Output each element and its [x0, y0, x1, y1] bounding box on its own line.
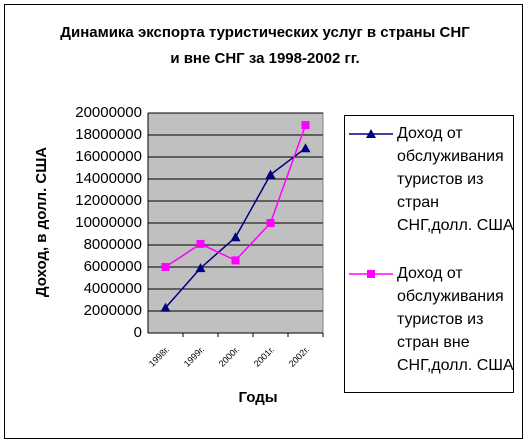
x-tick-label: 2000г.	[217, 344, 242, 369]
y-tick-label: 8000000	[84, 236, 142, 253]
legend-label: Доход от обслуживания туристов из стран …	[397, 265, 514, 374]
y-tick-label: 16000000	[75, 148, 142, 165]
y-tick-label: 4000000	[84, 280, 142, 297]
y-tick-label: 20000000	[75, 104, 142, 121]
point	[160, 302, 171, 312]
point	[230, 232, 241, 242]
x-tick-label: 2002г.	[287, 344, 312, 369]
x-tick-label: 2001г.	[252, 344, 277, 369]
y-tick-label: 18000000	[75, 126, 142, 143]
y-tick-label: 6000000	[84, 258, 142, 275]
x-tick-label: 1999г.	[182, 344, 207, 369]
point	[266, 219, 275, 227]
point	[265, 169, 276, 179]
legend-label: Доход от обслуживания туристов из стран …	[397, 125, 514, 234]
legend-swatch	[349, 129, 393, 138]
legend-swatch	[349, 270, 393, 278]
chart-title: Динамика экспорта туристических услуг в …	[60, 24, 470, 67]
x-axis-label: Годы	[238, 389, 277, 406]
y-tick-label: 10000000	[75, 214, 142, 231]
y-tick-label: 14000000	[75, 170, 142, 187]
y-tick-label: 0	[134, 324, 142, 341]
x-tick-label: 1998г.	[147, 344, 172, 369]
chart-frame	[4, 4, 523, 439]
legend-marker	[367, 270, 375, 278]
y-tick-label: 2000000	[84, 302, 142, 319]
point	[196, 239, 205, 248]
y-tick-label: 12000000	[75, 192, 142, 209]
y-axis-label: Доход, в долл. США	[33, 147, 50, 297]
point	[231, 256, 240, 265]
legend: Доход от обслуживания туристов из стран …	[344, 115, 514, 393]
point	[300, 143, 311, 153]
point	[161, 263, 170, 271]
legend-marker	[366, 129, 376, 138]
point	[301, 121, 310, 130]
point	[195, 263, 206, 273]
